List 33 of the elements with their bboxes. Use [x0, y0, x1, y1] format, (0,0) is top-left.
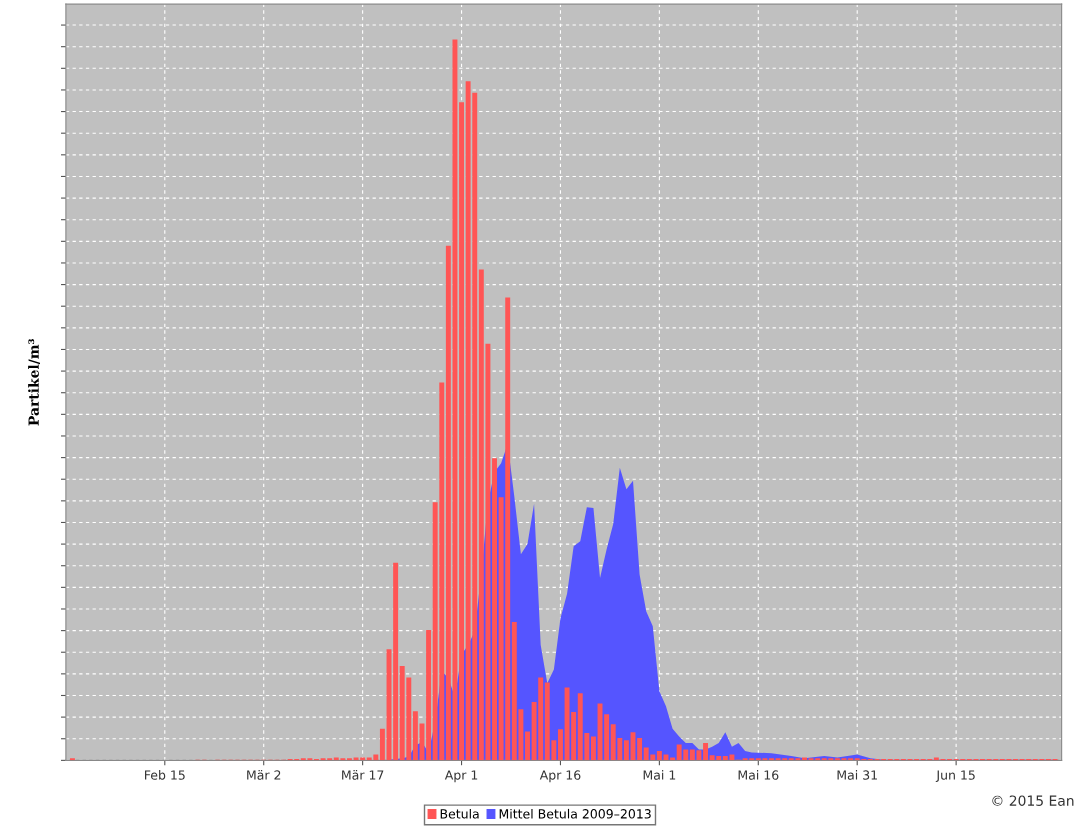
text: © 2015 Ean	[992, 795, 1074, 806]
bar	[426, 629, 432, 761]
bar	[801, 757, 807, 761]
bar	[623, 740, 629, 761]
x-tick-label: Mai 31	[837, 770, 877, 780]
bar	[393, 562, 399, 761]
bar	[848, 758, 854, 761]
x-tick-label: Mai 16	[738, 770, 779, 780]
bar	[346, 758, 352, 761]
bar	[70, 758, 75, 761]
x-tick-label: Mai 1	[643, 770, 676, 780]
y-axis-title: Partikel/m³	[28, 338, 40, 426]
bar	[492, 458, 497, 761]
bar	[379, 728, 385, 761]
x-tick-label: Mär 2	[247, 770, 281, 780]
legend-label: Betula	[440, 808, 479, 819]
bar	[834, 758, 840, 761]
bar	[637, 738, 643, 761]
bar	[590, 736, 596, 761]
bar	[557, 729, 563, 761]
bar	[525, 731, 530, 761]
x-tick-label: Mär 17	[342, 770, 384, 780]
bar	[656, 750, 662, 761]
bar	[670, 757, 676, 761]
bar	[459, 102, 465, 761]
x-tick-label: Jun 15	[935, 770, 975, 783]
bar	[769, 758, 774, 761]
legend-label: Mittel Betula 2009–2013	[499, 808, 651, 819]
bar	[703, 743, 709, 761]
x-tick-label: Apr 16	[539, 770, 581, 783]
x-tick-label: Feb 15	[145, 770, 185, 780]
x-tick-label: Apr 1	[444, 770, 478, 783]
bar	[412, 711, 418, 761]
